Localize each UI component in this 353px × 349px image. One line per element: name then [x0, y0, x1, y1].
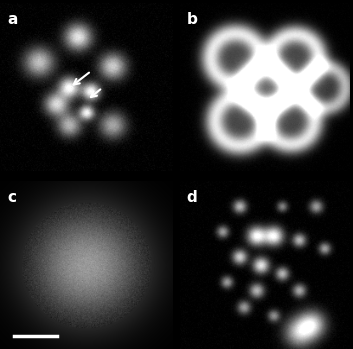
Text: a: a — [7, 12, 17, 27]
Text: d: d — [187, 190, 198, 205]
Text: c: c — [7, 190, 16, 205]
Text: b: b — [187, 12, 198, 27]
